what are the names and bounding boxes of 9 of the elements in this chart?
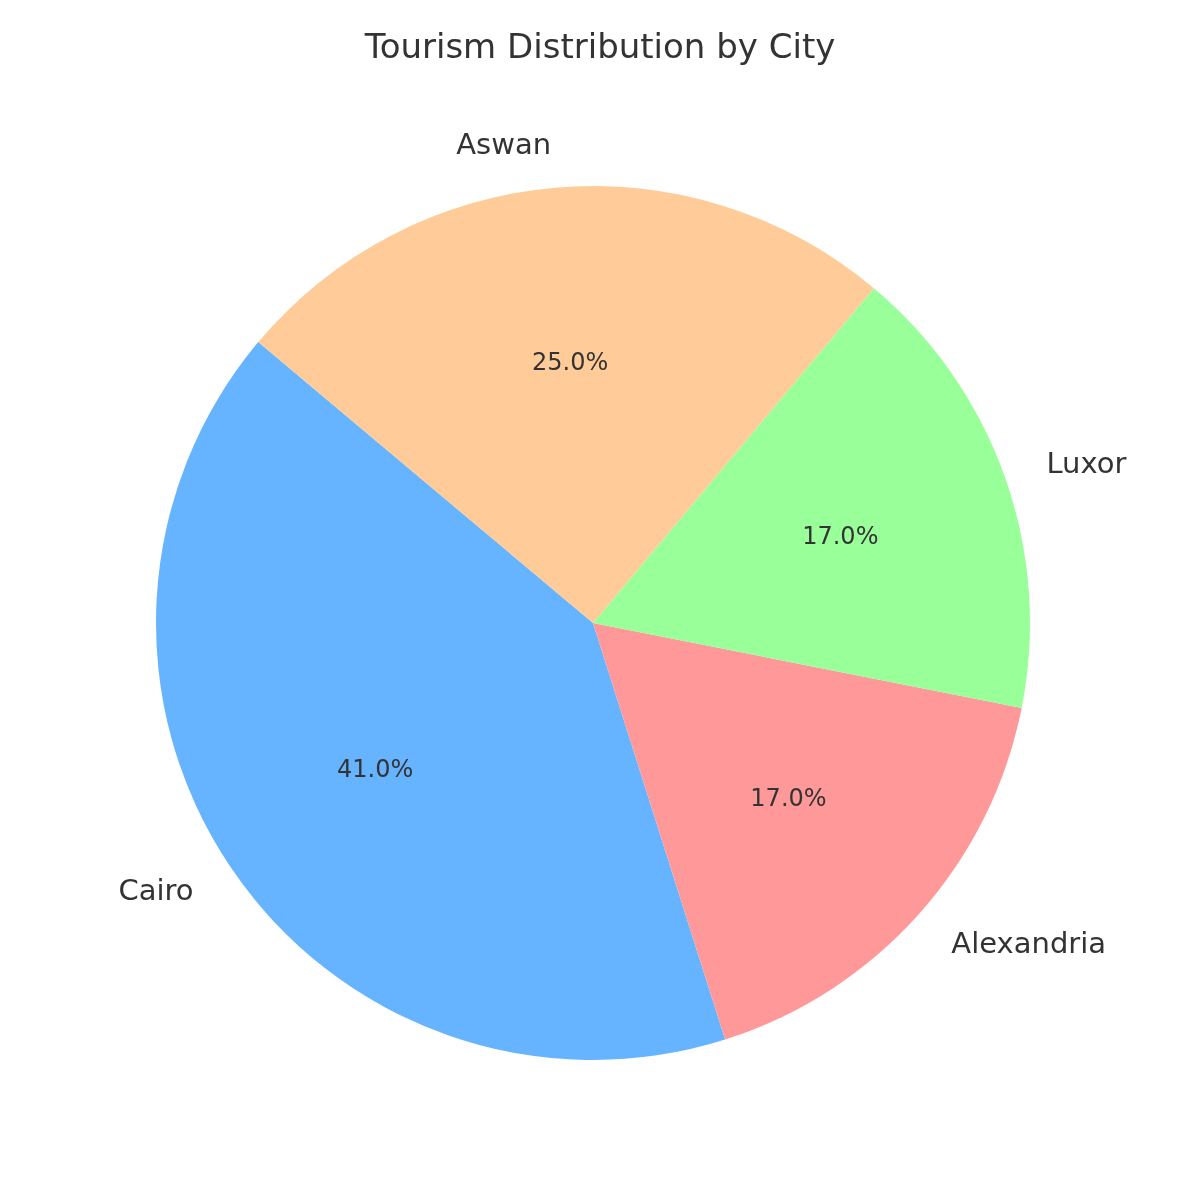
slice-label: Luxor [1046,446,1127,481]
slice-label: Aswan [456,127,552,162]
data-label: 41.0% [336,754,414,783]
data-label: 25.0% [532,347,609,376]
slice-label: Cairo [118,873,194,908]
data-label: 17.0% [802,521,879,550]
slice-label: Alexandria [951,926,1107,961]
chart-title: Tourism Distribution by City [363,26,836,66]
data-label: 17.0% [750,783,827,812]
